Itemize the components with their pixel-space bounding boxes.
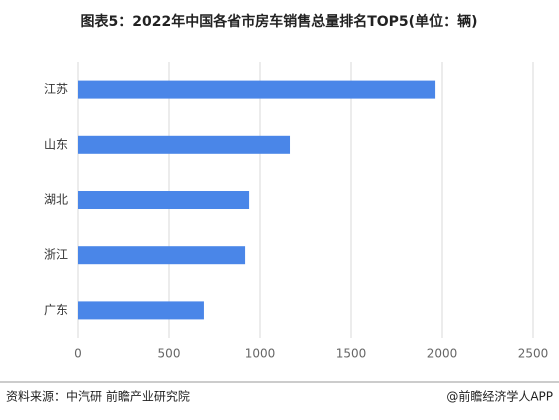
bar <box>78 80 436 99</box>
bar <box>78 135 291 154</box>
bar <box>78 191 250 209</box>
y-tick-label: 江苏 <box>44 82 68 96</box>
x-tick-label: 1500 <box>336 347 367 361</box>
y-tick-label: 湖北 <box>44 192 68 207</box>
credit: @前瞻经济学人APP <box>446 389 553 404</box>
source: 资料来源：中汽研 前瞻产业研究院 <box>6 389 190 404</box>
x-tick-label: 0 <box>74 347 82 361</box>
chart-title: 图表5：2022年中国各省市房车销售总量排名TOP5(单位：辆) <box>81 13 478 30</box>
x-tick-label: 500 <box>158 347 181 361</box>
x-tick-label: 2500 <box>518 347 549 361</box>
x-tick-label: 1000 <box>245 347 276 361</box>
bar <box>78 246 246 265</box>
x-tick-label: 2000 <box>427 347 458 361</box>
y-tick-label: 广东 <box>44 303 68 317</box>
y-tick-label: 山东 <box>44 137 68 151</box>
y-tick-label: 浙江 <box>44 248 68 262</box>
bar <box>78 301 204 320</box>
